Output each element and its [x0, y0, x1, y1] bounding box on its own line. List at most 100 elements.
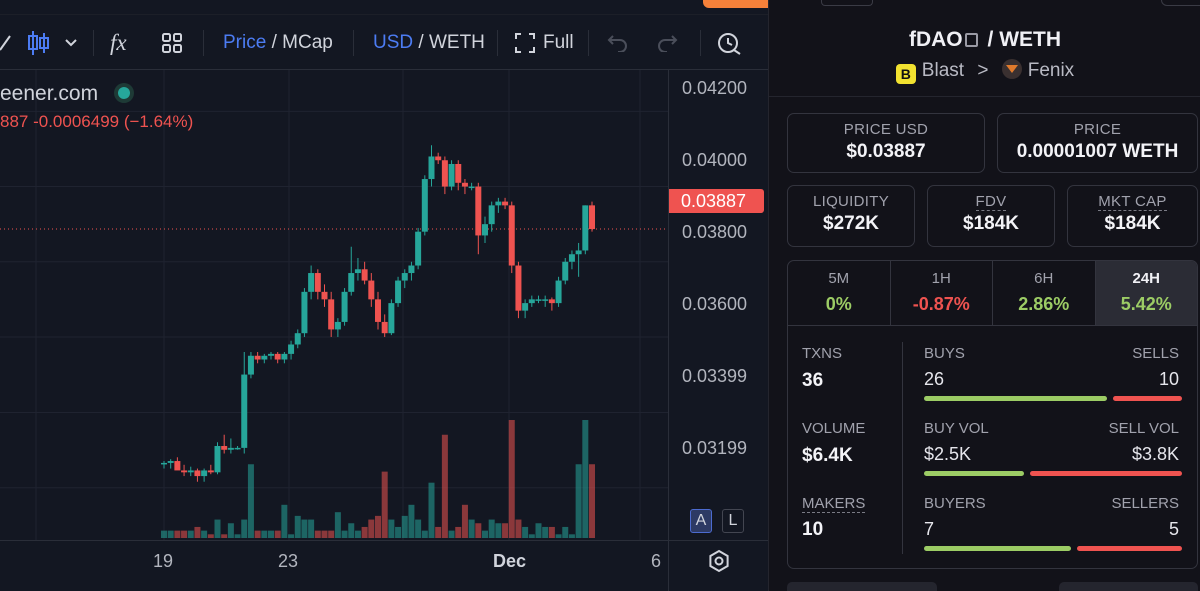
volume-bar: [268, 530, 274, 538]
live-status-dot: [118, 87, 130, 99]
candle-body: [348, 273, 355, 292]
breadcrumb-arrow: >: [977, 60, 989, 81]
price-tick: 0.04000: [682, 150, 748, 170]
usd-option[interactable]: USD: [373, 32, 414, 53]
fenix-dex-icon: [1001, 59, 1022, 79]
indicators-icon[interactable]: fx: [110, 30, 127, 55]
tab-24h[interactable]: 24H 5.42%: [1095, 261, 1197, 325]
mktcap-value: $184K: [1104, 213, 1161, 234]
currency-toggle[interactable]: USD / WETH: [373, 26, 485, 60]
volume-bar: [381, 471, 388, 538]
candle-body: [528, 299, 535, 304]
makers-value: 10: [802, 519, 824, 540]
volume-bar: [301, 519, 308, 538]
buyers-value: 7: [924, 519, 935, 539]
volume-bar: [254, 530, 261, 538]
sidebar-top-tab[interactable]: [1161, 0, 1200, 6]
price-mcap-toggle[interactable]: Price / MCap: [223, 26, 333, 60]
fullscreen-icon[interactable]: [515, 33, 535, 53]
candle-body: [568, 254, 575, 262]
volume-bar: [528, 534, 535, 538]
volume-bar: [455, 526, 462, 538]
tab-6h[interactable]: 6H 2.86%: [993, 261, 1096, 325]
candle-body: [502, 201, 509, 206]
txns-value: 36: [802, 370, 824, 391]
sells-value: 10: [1158, 369, 1179, 389]
price-option[interactable]: Price: [223, 32, 267, 53]
volume-bar: [388, 519, 395, 538]
volume-bar: [475, 523, 482, 538]
volume-bar: [495, 523, 502, 538]
chevron-down-icon[interactable]: [64, 38, 78, 48]
candle-body: [181, 470, 188, 473]
candle-body: [234, 447, 241, 450]
toggle-separator: /: [418, 32, 424, 53]
buyers-bar: [924, 546, 1071, 551]
redo-icon[interactable]: [656, 34, 678, 52]
auto-scale-button[interactable]: A: [690, 509, 712, 533]
log-scale-button[interactable]: L: [722, 509, 744, 533]
volume-bar: [502, 523, 509, 538]
sidebar-divider: [769, 96, 1200, 97]
fdv-box[interactable]: FDV $184K: [927, 185, 1055, 247]
undo-icon[interactable]: [607, 34, 629, 52]
sidebar-bottom-button[interactable]: [1059, 582, 1198, 591]
toolbar-separator: [93, 30, 94, 56]
volume-bar: [241, 519, 248, 538]
volume-bar: [428, 482, 435, 538]
mktcap-box[interactable]: MKT CAP $184K: [1067, 185, 1198, 247]
volume-bar: [508, 420, 515, 538]
liquidity-label: LIQUIDITY: [812, 193, 890, 210]
volume-bar: [354, 530, 361, 538]
candle-body: [421, 179, 428, 232]
candle-body: [227, 447, 234, 450]
axis-corner: [668, 540, 768, 591]
volume-label: VOLUME: [802, 420, 866, 437]
candle-body: [294, 333, 301, 345]
tab-change: 0%: [825, 294, 852, 314]
toolbar-separator: [588, 30, 589, 56]
sellers-value: 5: [1168, 519, 1179, 539]
volume-bar: [247, 464, 254, 538]
candles-icon[interactable]: [26, 30, 50, 56]
candle-body: [221, 446, 228, 450]
price-plot[interactable]: [0, 70, 668, 540]
candle-body: [375, 299, 381, 322]
tab-1h[interactable]: 1H -0.87%: [891, 261, 993, 325]
volume-bar: [461, 504, 468, 538]
volume-bar: [288, 534, 295, 538]
time-axis[interactable]: [0, 540, 668, 591]
sell-vol-bar: [1030, 471, 1182, 476]
candle-body: [268, 353, 274, 356]
candle-body: [415, 231, 422, 266]
volume-bar: [415, 519, 422, 538]
orange-tab[interactable]: [703, 0, 768, 8]
alert-clock-icon[interactable]: [716, 30, 742, 56]
sellers-label: SELLERS: [1111, 495, 1179, 512]
chart-pane[interactable]: fx Price / MCap USD / WETH Full e: [0, 0, 768, 591]
candle-body: [321, 291, 328, 300]
makers-label: MAKERS: [802, 495, 866, 513]
candle-body: [548, 299, 555, 304]
weth-option[interactable]: WETH: [428, 32, 485, 53]
mcap-option[interactable]: MCap: [282, 32, 333, 53]
pair-info-sidebar: fDAO / WETH B Blast > Fenix PRICE USD $0.…: [768, 0, 1200, 591]
volume-bar: [261, 530, 268, 538]
draw-line-icon[interactable]: [0, 34, 14, 52]
copy-icon[interactable]: [964, 33, 978, 47]
sidebar-top-tab[interactable]: [821, 0, 873, 6]
candle-body: [174, 461, 181, 471]
sidebar-bottom-button[interactable]: [787, 582, 937, 591]
price-axis[interactable]: [668, 70, 768, 540]
tab-5m[interactable]: 5M 0%: [788, 261, 891, 325]
chain-link[interactable]: Blast: [921, 60, 965, 81]
toolbar-separator: [353, 30, 354, 56]
fullscreen-button[interactable]: Full: [543, 26, 574, 60]
makers-label-text: MAKERS: [802, 495, 866, 513]
chart-settings-icon[interactable]: [707, 549, 731, 573]
price-weth-value: 0.00001007 WETH: [1016, 141, 1179, 162]
dex-link[interactable]: Fenix: [1027, 60, 1075, 81]
transaction-stats: TXNS 36 BUYS 26 SELLS 10 VOLUME $6.4K BU…: [787, 326, 1198, 569]
layout-grid-icon[interactable]: [161, 32, 183, 54]
volume-bar: [294, 515, 301, 538]
